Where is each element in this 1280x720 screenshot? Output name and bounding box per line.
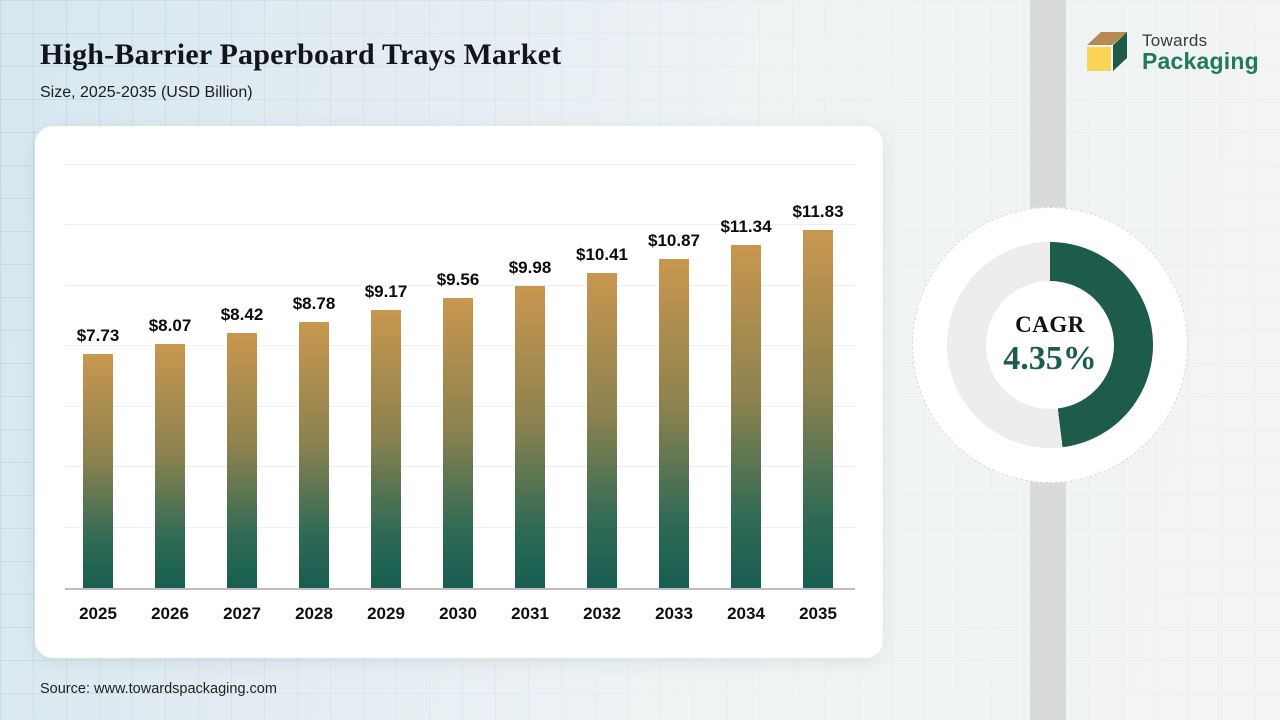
bar-2031 [515, 285, 545, 588]
value-label-2026: $8.07 [148, 315, 192, 335]
bar-2025 [83, 353, 113, 588]
gridline [65, 163, 855, 165]
bar-chart-card: $7.73 2025 $8.07 2026 $8.42 2027 $8.78 2028 $9.1… [35, 126, 883, 658]
x-axis-line [65, 588, 855, 590]
value-label-2035: $11.83 [792, 201, 844, 221]
x-axis-label-2025: 2025 [79, 604, 117, 623]
value-label-2032: $10.41 [576, 244, 628, 264]
x-axis-label-2034: 2034 [727, 604, 765, 623]
bar-2027 [227, 333, 257, 588]
x-axis-label-2026: 2026 [151, 604, 189, 623]
value-label-2028: $8.78 [292, 294, 336, 314]
bar-2029 [371, 310, 401, 588]
cagr-widget: CAGR 4.35% [912, 207, 1188, 483]
plot-area: $7.73 2025 $8.07 2026 $8.42 2027 $8.78 2028 $9.1… [65, 163, 855, 623]
gridline [65, 284, 855, 286]
value-label-2033: $10.87 [648, 230, 700, 250]
cagr-value: 4.35% [1003, 340, 1097, 377]
bar-2034 [731, 244, 761, 588]
x-axis-label-2032: 2032 [583, 604, 621, 623]
value-label-2034: $11.34 [720, 216, 772, 236]
bar-2026 [155, 343, 185, 588]
logo-line-packaging: Packaging [1142, 48, 1259, 75]
value-label-2030: $9.56 [436, 270, 480, 290]
gridline [65, 224, 855, 226]
bar-2033 [659, 258, 689, 588]
x-axis-label-2028: 2028 [295, 604, 333, 623]
value-label-2031: $9.98 [508, 257, 552, 277]
bar-2032 [587, 272, 617, 588]
logo-text: Towards Packaging [1142, 30, 1259, 75]
x-axis-label-2035: 2035 [799, 604, 837, 623]
x-axis-label-2029: 2029 [367, 604, 405, 623]
bar-2035 [803, 229, 833, 588]
cagr-donut-ring: CAGR 4.35% [947, 242, 1153, 448]
page-subtitle: Size, 2025-2035 (USD Billion) [40, 84, 253, 101]
x-axis-label-2031: 2031 [511, 604, 549, 623]
bar-2030 [443, 298, 473, 588]
x-axis-label-2027: 2027 [223, 604, 261, 623]
box-cube-icon [1082, 24, 1134, 81]
logo-line-towards: Towards [1142, 30, 1208, 50]
towards-packaging-logo: Towards Packaging [1082, 24, 1259, 81]
chart-header: High-Barrier Paperboard Trays Market Siz… [40, 38, 561, 102]
x-axis-label-2033: 2033 [655, 604, 693, 623]
cagr-label: CAGR [1015, 312, 1085, 337]
source-text: Source: www.towardspackaging.com [40, 681, 277, 697]
value-label-2025: $7.73 [76, 325, 120, 345]
cagr-donut-center: CAGR 4.35% [986, 281, 1114, 409]
bar-2028 [299, 322, 329, 588]
page-title: High-Barrier Paperboard Trays Market [40, 38, 562, 71]
x-axis-label-2030: 2030 [439, 604, 477, 623]
value-label-2029: $9.17 [364, 282, 408, 302]
value-label-2027: $8.42 [220, 305, 264, 324]
